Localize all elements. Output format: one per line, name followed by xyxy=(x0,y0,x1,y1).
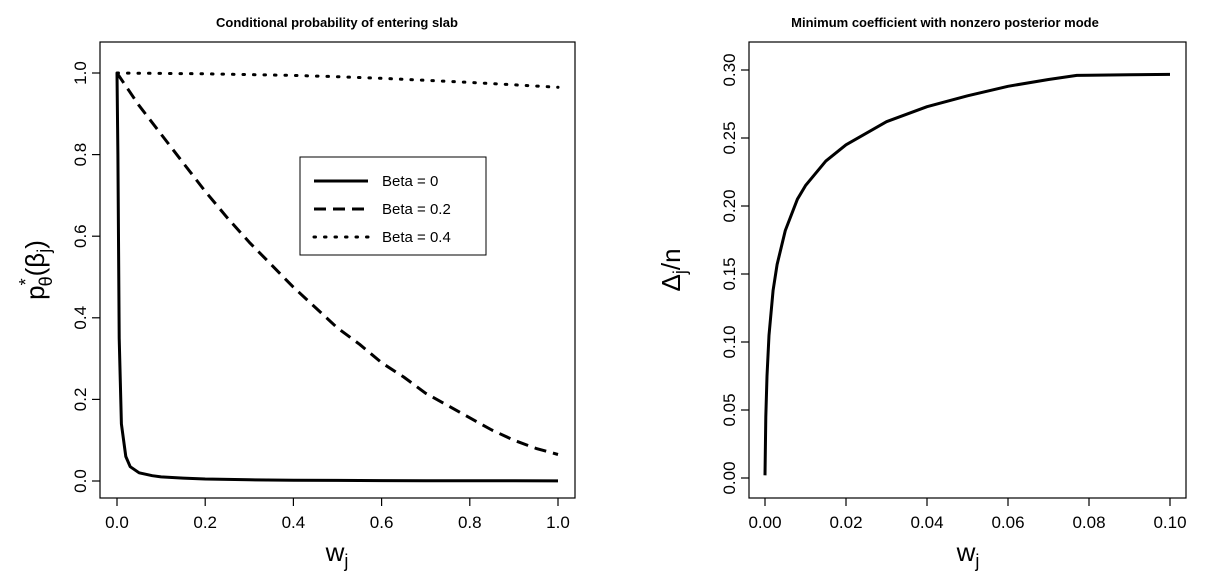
y-tick-label: 0.8 xyxy=(71,143,90,167)
y-tick-label: 0.15 xyxy=(720,257,739,290)
chart-left-plot-frame xyxy=(99,41,576,499)
chart-left-y-label-theta: θ xyxy=(36,276,56,286)
chart-left-y-label: p*θ(βj) xyxy=(16,240,56,300)
y-tick-label: 0.4 xyxy=(71,306,90,330)
chart-right-y-label-delta: Δ xyxy=(656,274,686,291)
x-tick-label: 0.08 xyxy=(1072,513,1105,532)
chart-right-title: Minimum coefficient with nonzero posteri… xyxy=(791,15,1099,30)
chart-left: Conditional probability of entering slab… xyxy=(16,15,576,571)
chart-right-x-axis: 0.00 0.02 0.04 0.06 0.08 0.10 xyxy=(748,498,1187,532)
chart-left-series xyxy=(115,71,560,483)
chart-left-title: Conditional probability of entering slab xyxy=(216,15,458,30)
y-tick-label: 0.30 xyxy=(720,53,739,86)
chart-right-y-label-n: /n xyxy=(656,248,686,270)
chart-left-y-label-j: j xyxy=(34,249,54,254)
chart-right-x-label-main: w xyxy=(956,537,976,567)
chart-left-x-label: wj xyxy=(325,537,349,571)
chart-right-y-label: Δj/n xyxy=(656,248,690,291)
y-tick-label: 0.20 xyxy=(720,189,739,222)
chart-left-y-label-p: p xyxy=(20,285,50,299)
x-tick-label: 0.2 xyxy=(193,513,217,532)
series-line-0 xyxy=(763,72,1171,476)
svg-text:Δj/n: Δj/n xyxy=(656,248,690,291)
chart-right-plot-frame xyxy=(748,41,1187,499)
legend-label-1: Beta = 0.2 xyxy=(382,201,451,218)
chart-right-y-axis: 0.00 0.05 0.10 0.15 0.20 0.25 0.30 xyxy=(720,53,749,495)
series-line-1 xyxy=(115,72,559,456)
chart-left-x-label-sub: j xyxy=(343,551,348,571)
chart-left-x-label-main: w xyxy=(325,537,345,567)
y-tick-label: 0.6 xyxy=(71,224,90,248)
legend-label-2: Beta = 0.4 xyxy=(382,229,451,246)
chart-left-y-label-close: ) xyxy=(20,240,50,249)
y-tick-label: 0.05 xyxy=(720,393,739,426)
y-tick-label: 0.00 xyxy=(720,461,739,494)
legend-box xyxy=(299,156,487,256)
chart-left-y-label-star: * xyxy=(16,278,36,285)
x-tick-label: 0.4 xyxy=(282,513,306,532)
chart-left-y-label-beta: (β xyxy=(20,253,50,277)
chart-right-y-label-j: j xyxy=(670,270,690,275)
series-line-2 xyxy=(115,71,560,89)
y-tick-label: 0.10 xyxy=(720,325,739,358)
x-tick-label: 0.06 xyxy=(991,513,1024,532)
x-tick-label: 0.0 xyxy=(105,513,129,532)
chart-left-x-axis: 0.0 0.2 0.4 0.6 0.8 1.0 xyxy=(105,498,570,532)
legend-label-0: Beta = 0 xyxy=(382,173,438,190)
svg-text:p*θ(βj): p*θ(βj) xyxy=(16,240,56,300)
y-tick-label: 0.0 xyxy=(71,469,90,493)
chart-right-x-label-sub: j xyxy=(974,551,979,571)
x-tick-label: 0.02 xyxy=(829,513,862,532)
chart-right: Minimum coefficient with nonzero posteri… xyxy=(656,15,1187,571)
chart-right-x-label: wj xyxy=(956,537,980,571)
y-tick-label: 1.0 xyxy=(71,61,90,85)
chart-right-series xyxy=(763,72,1171,476)
x-tick-label: 0.04 xyxy=(910,513,943,532)
x-tick-label: 0.6 xyxy=(370,513,394,532)
series-line-0 xyxy=(115,72,559,483)
y-tick-label: 0.2 xyxy=(71,388,90,412)
x-tick-label: 0.10 xyxy=(1153,513,1186,532)
chart-left-legend: Beta = 0 Beta = 0.2 Beta = 0.4 xyxy=(299,156,487,256)
x-tick-label: 1.0 xyxy=(546,513,570,532)
chart-left-y-axis: 0.0 0.2 0.4 0.6 0.8 1.0 xyxy=(71,61,100,493)
x-tick-label: 0.8 xyxy=(458,513,482,532)
y-tick-label: 0.25 xyxy=(720,121,739,154)
x-tick-label: 0.00 xyxy=(748,513,781,532)
